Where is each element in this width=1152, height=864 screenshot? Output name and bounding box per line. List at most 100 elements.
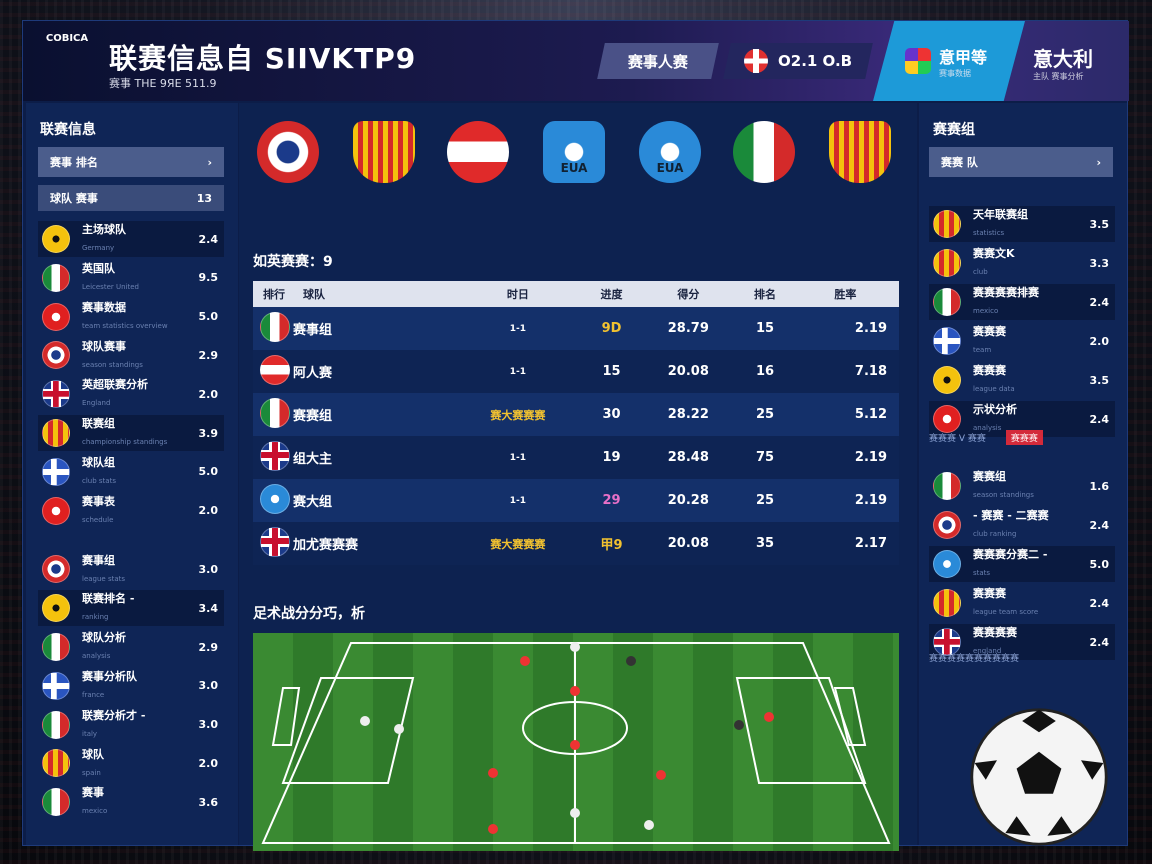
star-flag-icon [933, 511, 961, 539]
list-item[interactable]: 赛赛赛赛排赛 mexico 2.4 [929, 284, 1115, 320]
table-row[interactable]: 赛事组 1-1 9D 28.79 15 2.19 [253, 307, 899, 350]
item-subtitle: stats [973, 569, 991, 578]
list-item[interactable]: - 赛赛 - 二赛赛 club ranking 2.4 [929, 507, 1115, 543]
list-item[interactable]: 赛赛赛 team 2.0 [929, 323, 1115, 359]
list-item[interactable]: 联赛排名 - ranking 3.4 [38, 590, 224, 627]
list-item[interactable]: 联赛分析才 - italy 3.0 [38, 707, 224, 743]
list-item[interactable]: 赛事 mexico 3.6 [38, 784, 224, 820]
rank-cell: 25 [738, 393, 792, 436]
team-badge-shield[interactable] [353, 121, 415, 183]
item-value: 2.4 [1089, 518, 1110, 532]
team-badge-austria[interactable] [447, 121, 509, 183]
rank-cell: 16 [738, 350, 792, 393]
column-header[interactable]: 进度 [584, 281, 639, 307]
team-badge-blue[interactable]: EUA [639, 121, 701, 183]
item-subtitle: Germany [82, 244, 115, 253]
item-name: 赛赛赛赛 [973, 626, 1017, 640]
uk-flag-icon [42, 380, 70, 409]
item-value: 2.4 [1089, 295, 1110, 309]
item-name: 球队 [82, 747, 104, 761]
filter-teams[interactable]: 球队 赛事 13 [38, 185, 224, 211]
list-item[interactable]: 球队赛事 season standings 2.9 [38, 337, 224, 373]
list-item[interactable]: 赛赛组 season standings 1.6 [929, 468, 1115, 504]
score-cell: 28.22 [638, 393, 739, 436]
list-item[interactable]: 主场球队 Germany 2.4 [38, 221, 224, 257]
item-subtitle: statistics [973, 229, 1005, 238]
mexico-flag-icon [42, 633, 70, 661]
item-value: 3.0 [198, 679, 219, 693]
table-row[interactable]: 组大主 1-1 19 28.48 75 2.19 [253, 436, 899, 479]
column-header[interactable]: 得分 [638, 281, 739, 307]
pitch-lines [261, 642, 891, 844]
list-item[interactable]: 球队分析 analysis 2.9 [38, 629, 224, 665]
list-item[interactable]: 赛事数据 team statistics overview 5.0 [38, 299, 224, 335]
list-item[interactable]: 联赛组 championship standings 3.9 [38, 415, 224, 451]
player-marker [570, 686, 580, 696]
item-name: 赛事分析队 [82, 669, 137, 683]
filter-ranking[interactable]: 赛事 排名 › [38, 147, 224, 177]
filter-teams[interactable]: 赛赛 队 › [929, 147, 1113, 177]
item-value: 3.6 [198, 795, 219, 809]
column-header[interactable]: 球队 [293, 281, 452, 307]
item-subtitle: team statistics overview [82, 321, 168, 330]
team-badge-shield[interactable] [829, 121, 891, 183]
list-item[interactable]: 赛事表 schedule 2.0 [38, 493, 224, 529]
player-marker [360, 716, 370, 726]
item-subtitle: championship standings [82, 438, 168, 447]
list-item[interactable]: 赛赛赛 league data 3.5 [929, 362, 1115, 398]
table-row[interactable]: 阿人赛 1-1 15 20.08 16 7.18 [253, 350, 899, 393]
header-button[interactable]: 赛事人赛 [597, 43, 719, 79]
league-button[interactable]: 意甲等 赛事数据 [873, 21, 1025, 101]
left-sidebar: 联赛信息 赛事 排名 › 球队 赛事 13 主场球队 Germany 2.4 英国队 L… [26, 103, 238, 845]
column-header[interactable]: 排名 [738, 281, 792, 307]
item-value: 5.0 [198, 465, 219, 479]
list-item[interactable]: 球队组 club stats 5.0 [38, 454, 224, 490]
flag-icon [743, 49, 768, 73]
pitch-title: 足术战分分巧，析 [253, 606, 365, 622]
time-cell: 赛大赛赛赛 [451, 522, 585, 565]
list-item[interactable]: 赛事组 league stats 3.0 [38, 551, 224, 587]
list-item[interactable]: 天年联赛组 statistics 3.5 [929, 206, 1115, 242]
column-header[interactable]: 排行 [253, 281, 293, 307]
list-item[interactable]: 赛赛赛分赛二 - stats 5.0 [929, 546, 1115, 582]
table-row[interactable]: 赛赛组 赛大赛赛赛 30 28.22 25 5.12 [253, 393, 899, 436]
player-marker [734, 720, 744, 730]
list-item[interactable]: 赛赛文K club 3.3 [929, 245, 1115, 281]
right-sidebar: 赛赛组 赛赛 队 › 天年联赛组 statistics 3.5 赛赛文K club 3… [919, 103, 1127, 846]
mexico-flag-icon [933, 288, 961, 316]
column-header[interactable]: 胜率 [791, 281, 899, 307]
page-title: 联赛信息自 SIIVKTP9 [109, 42, 417, 75]
item-subtitle: season standings [973, 491, 1034, 500]
team-badge-star[interactable] [257, 121, 319, 183]
score-cell: 28.79 [638, 307, 739, 350]
item-value: 2.0 [198, 504, 219, 518]
item-value: 9.5 [198, 271, 219, 285]
list-item[interactable]: 赛赛赛赛 england 2.4 [929, 624, 1115, 660]
filter-count: 13 [196, 191, 212, 205]
list-item[interactable]: 英超联赛分析 England 2.0 [38, 376, 224, 412]
progress-cell: 15 [584, 350, 639, 393]
item-value: 3.9 [198, 426, 219, 440]
red-flag-icon [42, 302, 70, 331]
table-row[interactable]: 赛大组 1-1 29 20.28 25 2.19 [253, 479, 899, 522]
table-row[interactable]: 加尤赛赛赛 赛大赛赛赛 甲9 20.08 35 2.17 [253, 522, 899, 565]
rate-cell: 5.12 [791, 393, 899, 436]
team-badge-blue[interactable]: EUA [543, 121, 605, 183]
logo-text: COBICA [45, 33, 89, 44]
item-subtitle: analysis [973, 424, 1002, 433]
star-flag-icon [42, 341, 70, 370]
column-header[interactable]: 时日 [451, 281, 585, 307]
player-marker [764, 712, 774, 722]
progress-cell: 30 [584, 393, 639, 436]
list-item[interactable]: 赛事分析队 france 3.0 [38, 668, 224, 704]
list-item[interactable]: 球队 spain 2.0 [38, 745, 224, 781]
list-item[interactable]: 赛赛赛 league team score 2.4 [929, 585, 1115, 621]
item-subtitle: analysis [82, 652, 111, 661]
list-item[interactable]: 英国队 Leicester United 9.5 [38, 260, 224, 296]
header: COBICA 联赛信息自 SIIVKTP9 赛事 THE 9ЯE 511.9 赛… [23, 21, 1129, 671]
team-badge-mexico[interactable] [733, 121, 795, 183]
item-subtitle: club [973, 268, 988, 277]
item-name: 赛事数据 [82, 300, 126, 314]
sidebar-title: 联赛信息 [40, 122, 96, 138]
score-button[interactable]: O2.1 O.B [723, 43, 873, 79]
